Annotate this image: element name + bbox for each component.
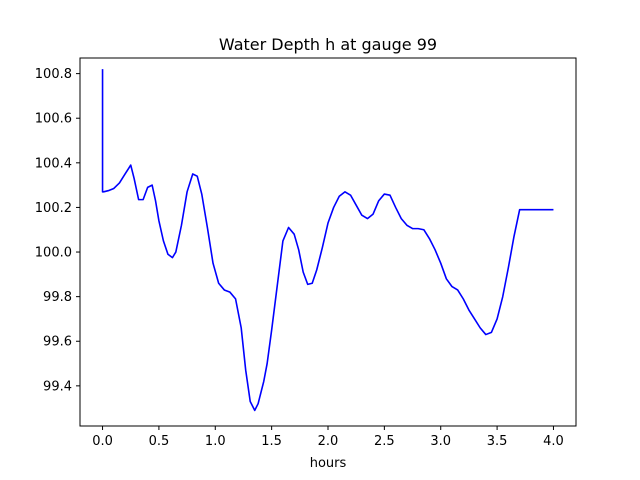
- y-tick-label: 100.8: [35, 67, 72, 82]
- x-tick-label: 1.5: [261, 434, 282, 449]
- x-tick-label: 3.5: [487, 434, 508, 449]
- plot-area: [80, 58, 576, 426]
- x-tick-label: 1.0: [205, 434, 226, 449]
- x-tick-label: 2.0: [318, 434, 339, 449]
- y-tick-label: 99.8: [43, 290, 72, 305]
- y-tick-label: 100.0: [35, 246, 72, 261]
- x-tick-label: 3.0: [430, 434, 451, 449]
- y-axis: 99.4 99.6 99.8 100.0 100.2 100.4 100.6 100.8: [35, 67, 80, 394]
- y-tick-label: 100.4: [35, 156, 72, 171]
- x-axis: 0.0 0.5 1.0 1.5 2.0 2.5 3.0 3.5 4.0: [92, 426, 564, 449]
- series-line-0: [101, 69, 554, 412]
- y-tick-label: 100.2: [35, 201, 72, 216]
- y-tick-label: 99.4: [43, 379, 72, 394]
- series-layer: [101, 69, 554, 412]
- x-tick-label: 4.0: [543, 434, 564, 449]
- x-axis-label: hours: [310, 456, 347, 471]
- y-tick-label: 99.6: [43, 335, 72, 350]
- y-tick-label: 100.6: [35, 112, 72, 127]
- x-tick-label: 2.5: [374, 434, 395, 449]
- x-tick-label: 0.5: [149, 434, 170, 449]
- chart-title: Water Depth h at gauge 99: [219, 35, 437, 54]
- x-tick-label: 0.0: [92, 434, 113, 449]
